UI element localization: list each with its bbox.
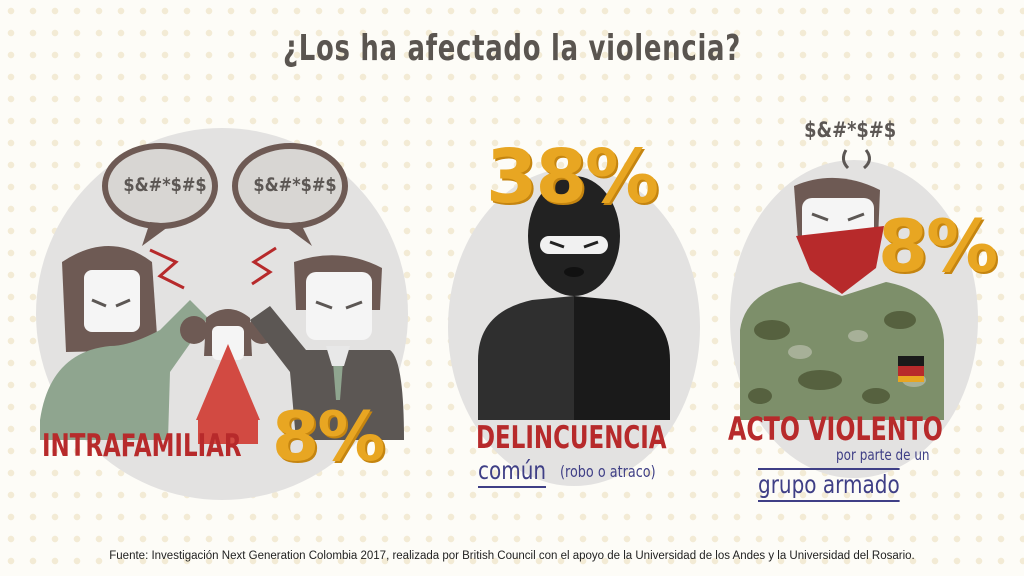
speech-bubble-left-icon xyxy=(102,143,218,246)
source-footer: Fuente: Investigación Next Generation Co… xyxy=(109,550,915,562)
armed-soldier-icon xyxy=(740,177,944,420)
delincuencia-sub-note: (robo o atraco) xyxy=(560,462,656,481)
intrafamiliar-label: INTRAFAMILIAR xyxy=(42,428,242,464)
curse-text-left: $&#*$#$ xyxy=(123,174,207,196)
child-figure-icon xyxy=(180,309,276,444)
delincuencia-label: DELINCUENCIA xyxy=(476,420,667,456)
delincuencia-percent: 38% xyxy=(486,134,659,220)
acto-violento-percent: 8% xyxy=(878,204,998,288)
acto-violento-sub-line1: por parte de un xyxy=(836,446,930,464)
intrafamiliar-percent: 8% xyxy=(272,398,385,477)
curse-text-right: $&#*$#$ xyxy=(253,174,337,196)
curse-squiggle-icon xyxy=(841,149,871,170)
curse-text-soldier: $&#*$#$ xyxy=(804,118,897,142)
thief-figure-icon xyxy=(478,176,670,420)
page-title: ¿Los ha afectado la violencia? xyxy=(282,28,742,69)
delincuencia-sub-main: común xyxy=(478,456,547,488)
acto-violento-label: ACTO VIOLENTO xyxy=(728,410,943,448)
speech-bubble-right-icon xyxy=(232,143,348,246)
woman-figure-icon xyxy=(40,246,208,440)
acto-violento-sub-line2: grupo armado xyxy=(758,468,900,502)
man-figure-icon xyxy=(250,255,404,440)
anger-lightning-icon xyxy=(149,246,277,290)
